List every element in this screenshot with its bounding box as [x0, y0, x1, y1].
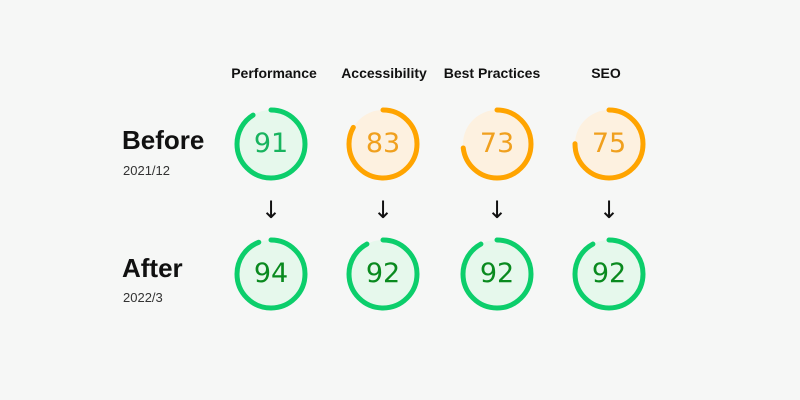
gauge-arc — [572, 237, 646, 311]
gauge-background — [237, 110, 305, 178]
gauge-score: 92 — [591, 258, 627, 289]
gauge-score: 83 — [365, 128, 401, 159]
score-gauge-ring — [234, 237, 308, 311]
arrow-down-icon: ↓ — [372, 196, 394, 224]
gauge-arc — [460, 237, 534, 311]
gauge-background — [463, 240, 531, 308]
gauge-arc — [346, 237, 420, 311]
gauge-score: 91 — [253, 128, 289, 159]
score-gauge-ring — [234, 107, 308, 181]
gauge-after-accessibility: 92 — [345, 236, 421, 312]
score-gauge-ring — [460, 107, 534, 181]
gauge-after-seo: 92 — [571, 236, 647, 312]
gauge-background — [237, 240, 305, 308]
row-date-before: 2021/12 — [123, 163, 170, 178]
score-gauge-ring — [346, 107, 420, 181]
arrow-down-icon: ↓ — [260, 196, 282, 224]
gauge-score: 94 — [253, 258, 289, 289]
column-header-seo: SEO — [591, 65, 621, 81]
score-gauge-ring — [346, 237, 420, 311]
row-title-before: Before — [122, 125, 205, 155]
gauge-score: 73 — [479, 128, 515, 159]
gauge-score: 92 — [479, 258, 515, 289]
gauge-before-accessibility: 83 — [345, 106, 421, 182]
gauge-background — [349, 240, 417, 308]
column-header-best-practices: Best Practices — [443, 65, 541, 81]
gauge-background — [575, 240, 643, 308]
arrow-down-icon: ↓ — [598, 196, 620, 224]
row-title-after: After — [122, 253, 183, 283]
gauge-after-performance: 94 — [233, 236, 309, 312]
gauge-background — [349, 110, 417, 178]
gauge-arc — [234, 237, 308, 311]
gauge-before-performance: 91 — [233, 106, 309, 182]
gauge-background — [463, 110, 531, 178]
score-gauge-ring — [460, 237, 534, 311]
arrow-down-icon: ↓ — [486, 196, 508, 224]
gauge-background — [575, 110, 643, 178]
gauge-after-best-practices: 92 — [459, 236, 535, 312]
column-header-performance: Performance — [231, 65, 317, 81]
score-gauge-ring — [572, 107, 646, 181]
gauge-score: 75 — [591, 128, 627, 159]
gauge-arc — [234, 107, 308, 181]
gauge-arc — [572, 107, 646, 181]
score-gauge-ring — [572, 237, 646, 311]
column-header-accessibility: Accessibility — [341, 65, 427, 81]
gauge-before-best-practices: 73 — [459, 106, 535, 182]
gauge-arc — [346, 107, 420, 181]
gauge-before-seo: 75 — [571, 106, 647, 182]
gauge-score: 92 — [365, 258, 401, 289]
row-date-after: 2022/3 — [123, 290, 163, 305]
gauge-arc — [460, 107, 534, 181]
